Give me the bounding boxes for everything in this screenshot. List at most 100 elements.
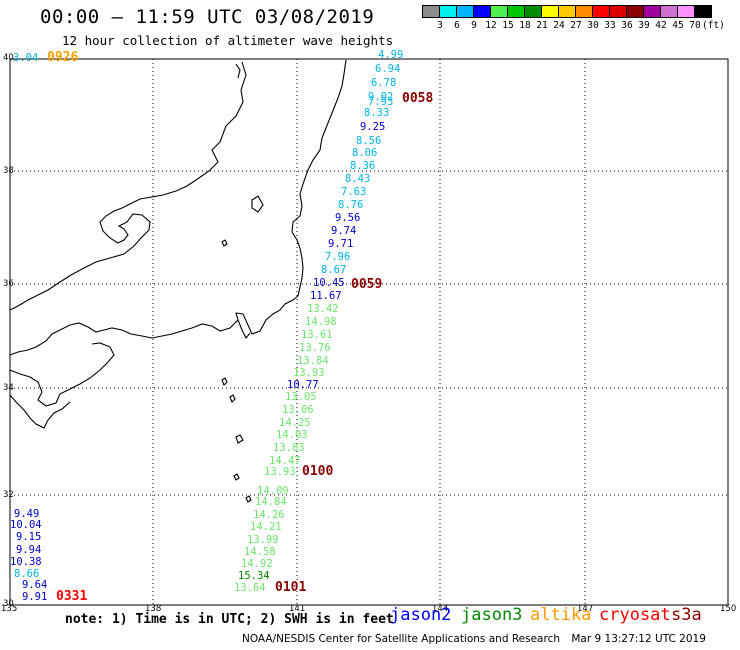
wave-height-label: 7.63 bbox=[341, 186, 367, 198]
satellite-altika-legend: altika bbox=[530, 605, 592, 625]
scale-label: 39 bbox=[638, 20, 650, 31]
scale-label: (ft) bbox=[702, 20, 725, 31]
scale-label: 12 bbox=[485, 20, 497, 31]
lon-label: 144 bbox=[432, 604, 449, 614]
wave-height-label: 9.15 bbox=[16, 531, 42, 543]
satellite-s3a-legend: s3a bbox=[671, 605, 702, 625]
coast-izu bbox=[237, 319, 251, 340]
wave-height-label: 10.45 bbox=[313, 277, 345, 289]
wave-height-label: 8.56 bbox=[356, 135, 382, 147]
lon-label: 141 bbox=[289, 604, 306, 614]
scale-label: 6 bbox=[454, 20, 460, 31]
scale-swatch bbox=[694, 5, 712, 18]
scale-label: 21 bbox=[536, 20, 548, 31]
color-scale-labels: 3 6 9 12 15 18 21 24 27 30 33 36 39 42 45 70 (ft) bbox=[422, 20, 740, 34]
pass-time-label: 0058 bbox=[402, 91, 434, 106]
lat-label: 32 bbox=[3, 490, 14, 500]
wave-height-label: 14.21 bbox=[250, 521, 282, 533]
island-noto bbox=[235, 63, 241, 79]
map-frame bbox=[9, 58, 729, 606]
coast-kii bbox=[9, 394, 71, 429]
satellite-jason2-legend: jason2 bbox=[390, 605, 452, 625]
pass-time-label: 0059 bbox=[351, 277, 383, 292]
wave-height-label: 9.02 bbox=[368, 91, 394, 103]
map-subtitle: 12 hour collection of altimeter wave hei… bbox=[62, 33, 394, 48]
wave-height-label: 9.91 bbox=[22, 591, 48, 603]
scale-label: 36 bbox=[621, 20, 633, 31]
scale-label: 27 bbox=[570, 20, 582, 31]
wave-height-label: 10.38 bbox=[10, 556, 42, 568]
wave-height-label: 8.43 bbox=[345, 173, 371, 185]
wave-height-label: 13.76 bbox=[299, 342, 331, 354]
wave-height-label: 8.76 bbox=[338, 199, 364, 211]
wave-height-label: 13.42 bbox=[307, 303, 339, 315]
wave-height-label: 10.77 bbox=[287, 379, 319, 391]
wave-height-label: 13.99 bbox=[247, 534, 279, 546]
wave-height-label: 9.74 bbox=[331, 225, 357, 237]
wave-height-label: 13.05 bbox=[285, 391, 317, 403]
wave-height-label: 13.93 bbox=[264, 466, 296, 478]
wave-height-label: 14.84 bbox=[255, 496, 287, 508]
scale-label: 42 bbox=[655, 20, 667, 31]
wave-height-label: 7.93 bbox=[368, 96, 394, 108]
satellite-cryosat-legend: cryosat bbox=[599, 605, 671, 625]
map-title: 00:00 – 11:59 UTC 03/08/2019 bbox=[40, 6, 375, 28]
lon-label: 138 bbox=[145, 604, 162, 614]
wave-height-label: 9.25 bbox=[360, 121, 386, 133]
lat-label: 40 bbox=[3, 53, 14, 63]
wave-height-label: 9.49 bbox=[14, 508, 40, 520]
island-izu-3 bbox=[235, 434, 244, 444]
pass-time-label: 0926 bbox=[47, 50, 79, 65]
island-izu-5 bbox=[245, 495, 252, 503]
coast-honshu-south bbox=[9, 59, 347, 356]
lat-label: 34 bbox=[3, 383, 14, 393]
lat-label: 38 bbox=[3, 166, 14, 176]
scale-label: 45 bbox=[672, 20, 684, 31]
wave-height-label: 8.33 bbox=[364, 107, 390, 119]
lat-label: 36 bbox=[3, 279, 14, 289]
wave-height-label: 8.36 bbox=[350, 160, 376, 172]
lat-lon-grid bbox=[10, 59, 728, 605]
map-note: note: 1) Time is in UTC; 2) SWH is in fe… bbox=[65, 612, 394, 627]
island-izu-4 bbox=[233, 473, 240, 481]
wave-height-label: 3.04 bbox=[13, 52, 39, 64]
wave-height-label: 9.94 bbox=[16, 544, 42, 556]
footer-date: Mar 9 13:27:12 UTC 2019 bbox=[571, 633, 706, 645]
scale-label: 15 bbox=[502, 20, 514, 31]
pass-time-label: 0100 bbox=[302, 464, 334, 479]
pass-time-label: 0101 bbox=[275, 580, 307, 595]
wave-height-label: 14.92 bbox=[241, 558, 273, 570]
wave-height-label: 13.83 bbox=[273, 442, 305, 454]
wave-height-label: 14.09 bbox=[257, 485, 289, 497]
wave-height-label: 9.56 bbox=[335, 212, 361, 224]
scale-label: 9 bbox=[471, 20, 477, 31]
footer-org: NOAA/NESDIS Center for Satellite Applica… bbox=[242, 633, 560, 645]
scale-label: 3 bbox=[437, 20, 443, 31]
wave-height-label: 11.67 bbox=[310, 290, 342, 302]
wave-height-label: 9.71 bbox=[328, 238, 354, 250]
wave-height-label: 9.64 bbox=[22, 579, 48, 591]
wave-height-label: 4.99 bbox=[378, 49, 404, 61]
wave-height-label: 6.78 bbox=[371, 77, 397, 89]
lon-label: 150 bbox=[720, 604, 737, 614]
coast-kyushu-shikoku bbox=[9, 342, 115, 407]
wave-height-label: 13.93 bbox=[293, 367, 325, 379]
scale-label: 33 bbox=[604, 20, 616, 31]
wave-height-label: 7.96 bbox=[325, 251, 351, 263]
scale-label: 24 bbox=[553, 20, 565, 31]
wave-height-label: 13.06 bbox=[282, 404, 314, 416]
coastline bbox=[9, 59, 347, 503]
wave-height-color-scale bbox=[422, 5, 712, 18]
island-izu-2 bbox=[229, 394, 236, 403]
island-oki bbox=[221, 239, 228, 247]
scale-label: 70 bbox=[689, 20, 701, 31]
wave-height-label: 8.06 bbox=[352, 147, 378, 159]
lon-label: 147 bbox=[577, 604, 594, 614]
pass-time-label: 0331 bbox=[56, 589, 88, 604]
scale-label: 30 bbox=[587, 20, 599, 31]
wave-height-label: 15.34 bbox=[238, 570, 270, 582]
wave-height-label: 14.25 bbox=[279, 417, 311, 429]
wave-height-label: 6.94 bbox=[375, 63, 401, 75]
scale-label: 18 bbox=[519, 20, 531, 31]
